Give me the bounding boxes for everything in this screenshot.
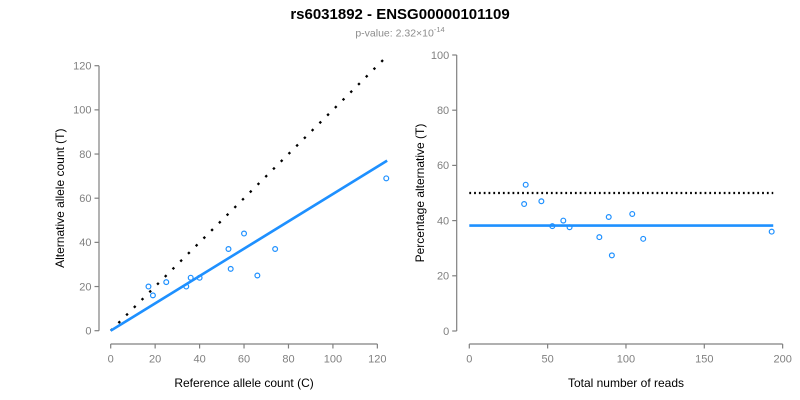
y-axis-title: Percentage alternative (T) <box>413 124 427 263</box>
y-tick-label: 40 <box>79 237 91 249</box>
data-point <box>254 272 261 279</box>
x-axis-title: Reference allele count (C) <box>174 376 313 390</box>
y-tick-label: 60 <box>437 160 449 172</box>
fit-line <box>110 159 388 332</box>
x-tick-label: 40 <box>193 354 205 366</box>
data-point <box>383 175 390 182</box>
data-point <box>538 198 545 205</box>
y-tick-label: 0 <box>85 326 91 338</box>
data-point <box>163 279 170 286</box>
x-tick-label: 60 <box>238 354 250 366</box>
plot-title: rs6031892 - ENSG00000101109 <box>290 6 510 23</box>
data-point <box>521 201 528 208</box>
y-tick-label: 60 <box>79 193 91 205</box>
data-point <box>596 234 603 241</box>
y-tick-label: 100 <box>431 50 449 62</box>
y-tick-label: 40 <box>437 215 449 227</box>
plot-subtitle: p-value: 2.32×10-14 <box>0 25 800 40</box>
x-axis-title: Total number of reads <box>568 376 684 390</box>
x-tick-label: 100 <box>617 354 635 366</box>
x-tick-label: 200 <box>773 354 791 366</box>
y-tick-label: 80 <box>437 105 449 117</box>
data-point <box>560 217 567 224</box>
data-point <box>629 210 636 217</box>
x-tick-label: 50 <box>542 354 554 366</box>
data-point <box>187 274 194 281</box>
data-point <box>640 235 647 242</box>
y-tick-label: 120 <box>73 61 91 73</box>
data-point <box>566 224 573 231</box>
pvalue-mantissa: 2.32×10 <box>395 27 434 40</box>
data-point <box>227 265 234 272</box>
identity-line <box>109 54 389 332</box>
data-point <box>272 245 279 252</box>
x-tick-label: 0 <box>108 354 114 366</box>
x-tick-label: 80 <box>282 354 294 366</box>
data-point <box>522 181 529 188</box>
x-tick-label: 20 <box>149 354 161 366</box>
y-tick-label: 100 <box>73 105 91 117</box>
data-point <box>608 252 615 259</box>
data-point <box>183 283 190 290</box>
x-tick-label: 100 <box>324 354 342 366</box>
data-point <box>196 274 203 281</box>
pvalue-prefix: p-value: <box>355 27 396 40</box>
data-point <box>549 223 556 230</box>
x-tick-label: 150 <box>695 354 713 366</box>
y-tick-label: 20 <box>79 281 91 293</box>
data-point <box>145 283 152 290</box>
data-point <box>149 292 156 299</box>
y-axis-title: Alternative allele count (T) <box>53 128 67 267</box>
data-point <box>768 228 775 235</box>
data-point <box>241 230 248 237</box>
x-tick-label: 120 <box>368 354 386 366</box>
pvalue-exponent: -14 <box>433 25 445 34</box>
y-tick-label: 0 <box>443 326 449 338</box>
y-tick-label: 80 <box>79 149 91 161</box>
data-point <box>605 214 612 221</box>
data-point <box>225 245 232 252</box>
x-tick-label: 0 <box>466 354 472 366</box>
y-tick-label: 20 <box>437 271 449 283</box>
